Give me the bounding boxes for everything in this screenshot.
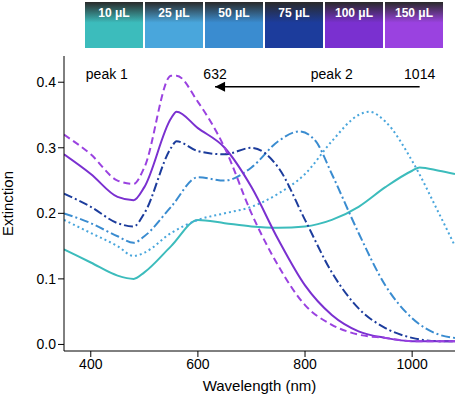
svg-text:0.3: 0.3 (37, 140, 57, 156)
svg-text:0.2: 0.2 (37, 205, 57, 221)
html-text:50 μL: 50 μL (218, 6, 250, 20)
svg-text:0.1: 0.1 (37, 271, 57, 287)
svg-text:632: 632 (203, 66, 227, 82)
html-text:10 μL: 10 μL (98, 6, 130, 20)
html-text:150 μL: 150 μL (395, 6, 433, 20)
svg-text:Wavelength (nm): Wavelength (nm) (203, 377, 317, 394)
svg-text:0.0: 0.0 (37, 336, 57, 352)
html-text:75 μL: 75 μL (278, 6, 310, 20)
svg-text:800: 800 (293, 356, 317, 372)
svg-text:0.4: 0.4 (37, 74, 57, 90)
svg-text:600: 600 (186, 356, 210, 372)
svg-text:Extinction: Extinction (0, 171, 16, 236)
svg-text:400: 400 (79, 356, 103, 372)
html-text:100 μL: 100 μL (335, 6, 373, 20)
html-text:25 μL: 25 μL (158, 6, 190, 20)
svg-text:peak 1: peak 1 (86, 66, 128, 82)
svg-text:peak 2: peak 2 (311, 66, 353, 82)
svg-text:1000: 1000 (397, 356, 428, 372)
svg-text:1014: 1014 (404, 66, 435, 82)
